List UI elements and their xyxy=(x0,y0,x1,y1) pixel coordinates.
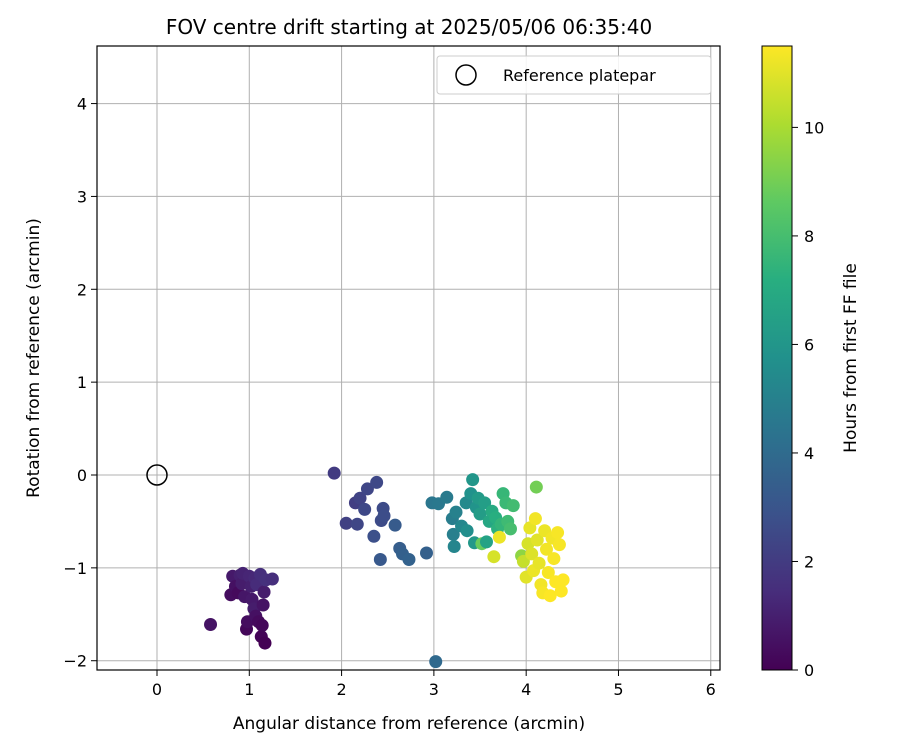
data-point xyxy=(367,529,381,543)
data-point xyxy=(327,466,341,480)
colorbar-tick-label: 6 xyxy=(804,335,814,354)
y-tick-label: −1 xyxy=(63,559,87,578)
data-point xyxy=(487,550,501,564)
data-point xyxy=(547,552,561,566)
grid-lines xyxy=(97,46,720,670)
data-point xyxy=(529,480,543,494)
x-tick-label: 1 xyxy=(244,680,254,699)
data-point xyxy=(460,524,474,538)
x-tick-label: 3 xyxy=(429,680,439,699)
data-point xyxy=(360,482,374,496)
data-point xyxy=(541,566,555,579)
data-point xyxy=(258,636,272,650)
legend: Reference platepar xyxy=(436,55,712,95)
x-tick-label: 5 xyxy=(613,680,623,699)
data-point xyxy=(530,533,544,547)
data-point xyxy=(353,491,367,505)
data-point xyxy=(257,585,271,599)
data-point xyxy=(449,505,463,519)
scatter-points xyxy=(204,466,570,669)
plot-frame xyxy=(96,45,721,671)
data-point xyxy=(402,553,416,566)
x-tick-label: 6 xyxy=(706,680,716,699)
colorbar-tick-label: 4 xyxy=(804,444,814,463)
plot-background xyxy=(97,46,720,670)
data-point xyxy=(506,499,520,513)
chart-title: FOV centre drift starting at 2025/05/06 … xyxy=(166,15,652,39)
data-point xyxy=(466,473,480,487)
y-axis-ticks: −2 −1 0 1 2 3 4 xyxy=(63,95,97,671)
data-point xyxy=(556,573,570,587)
colorbar-label: Hours from first FF file xyxy=(841,263,861,453)
data-point xyxy=(256,598,270,612)
data-point xyxy=(551,526,565,540)
x-tick-label: 4 xyxy=(521,680,531,699)
data-point xyxy=(543,589,557,603)
data-point xyxy=(388,518,402,532)
colorbar-tick-label: 0 xyxy=(804,661,814,680)
reference-platepar-marker xyxy=(146,464,168,486)
data-point xyxy=(532,556,546,570)
colorbar-tick-label: 8 xyxy=(804,227,814,246)
data-point xyxy=(516,554,530,568)
data-point xyxy=(492,530,506,544)
data-point xyxy=(419,546,433,560)
colorbar-ticks: 0 2 4 6 8 10 xyxy=(792,118,824,680)
y-tick-label: 0 xyxy=(77,466,87,485)
data-point xyxy=(552,538,566,552)
data-point xyxy=(473,507,487,521)
y-tick-label: 3 xyxy=(77,187,87,206)
data-point xyxy=(377,509,391,523)
y-axis-label: Rotation from reference (arcmin) xyxy=(24,218,44,498)
data-point xyxy=(447,540,461,553)
data-point xyxy=(554,584,568,598)
colorbar-tick-label: 10 xyxy=(804,118,824,137)
data-point xyxy=(373,553,387,566)
x-axis-ticks: 0 1 2 3 4 5 6 xyxy=(152,670,716,699)
data-point xyxy=(358,502,372,516)
colorbar-gradient xyxy=(761,45,793,671)
legend-entry-label: Reference platepar xyxy=(503,66,656,85)
y-tick-label: 2 xyxy=(77,280,87,299)
data-point xyxy=(255,618,269,632)
y-tick-label: 4 xyxy=(77,95,87,114)
data-point xyxy=(204,618,218,631)
legend-box xyxy=(436,55,712,95)
data-point xyxy=(350,517,364,531)
y-tick-label: 1 xyxy=(77,373,87,392)
x-axis-label: Angular distance from reference (arcmin) xyxy=(233,714,585,734)
data-point xyxy=(478,496,492,510)
data-point xyxy=(446,527,460,541)
data-point xyxy=(339,516,353,530)
data-point xyxy=(479,535,493,549)
data-point xyxy=(429,655,443,669)
y-tick-label: −2 xyxy=(63,652,87,671)
data-point xyxy=(265,572,279,586)
data-point xyxy=(528,512,542,526)
data-point xyxy=(503,522,517,536)
data-point xyxy=(525,547,539,561)
x-tick-label: 2 xyxy=(336,680,346,699)
colorbar-tick-label: 2 xyxy=(804,552,814,571)
legend-marker-icon xyxy=(455,64,477,86)
colorbar: 0 2 4 6 8 10 Hours from first FF file xyxy=(761,45,861,680)
data-point xyxy=(370,475,384,489)
data-point xyxy=(539,542,553,556)
x-tick-label: 0 xyxy=(152,680,162,699)
data-point xyxy=(440,490,454,504)
